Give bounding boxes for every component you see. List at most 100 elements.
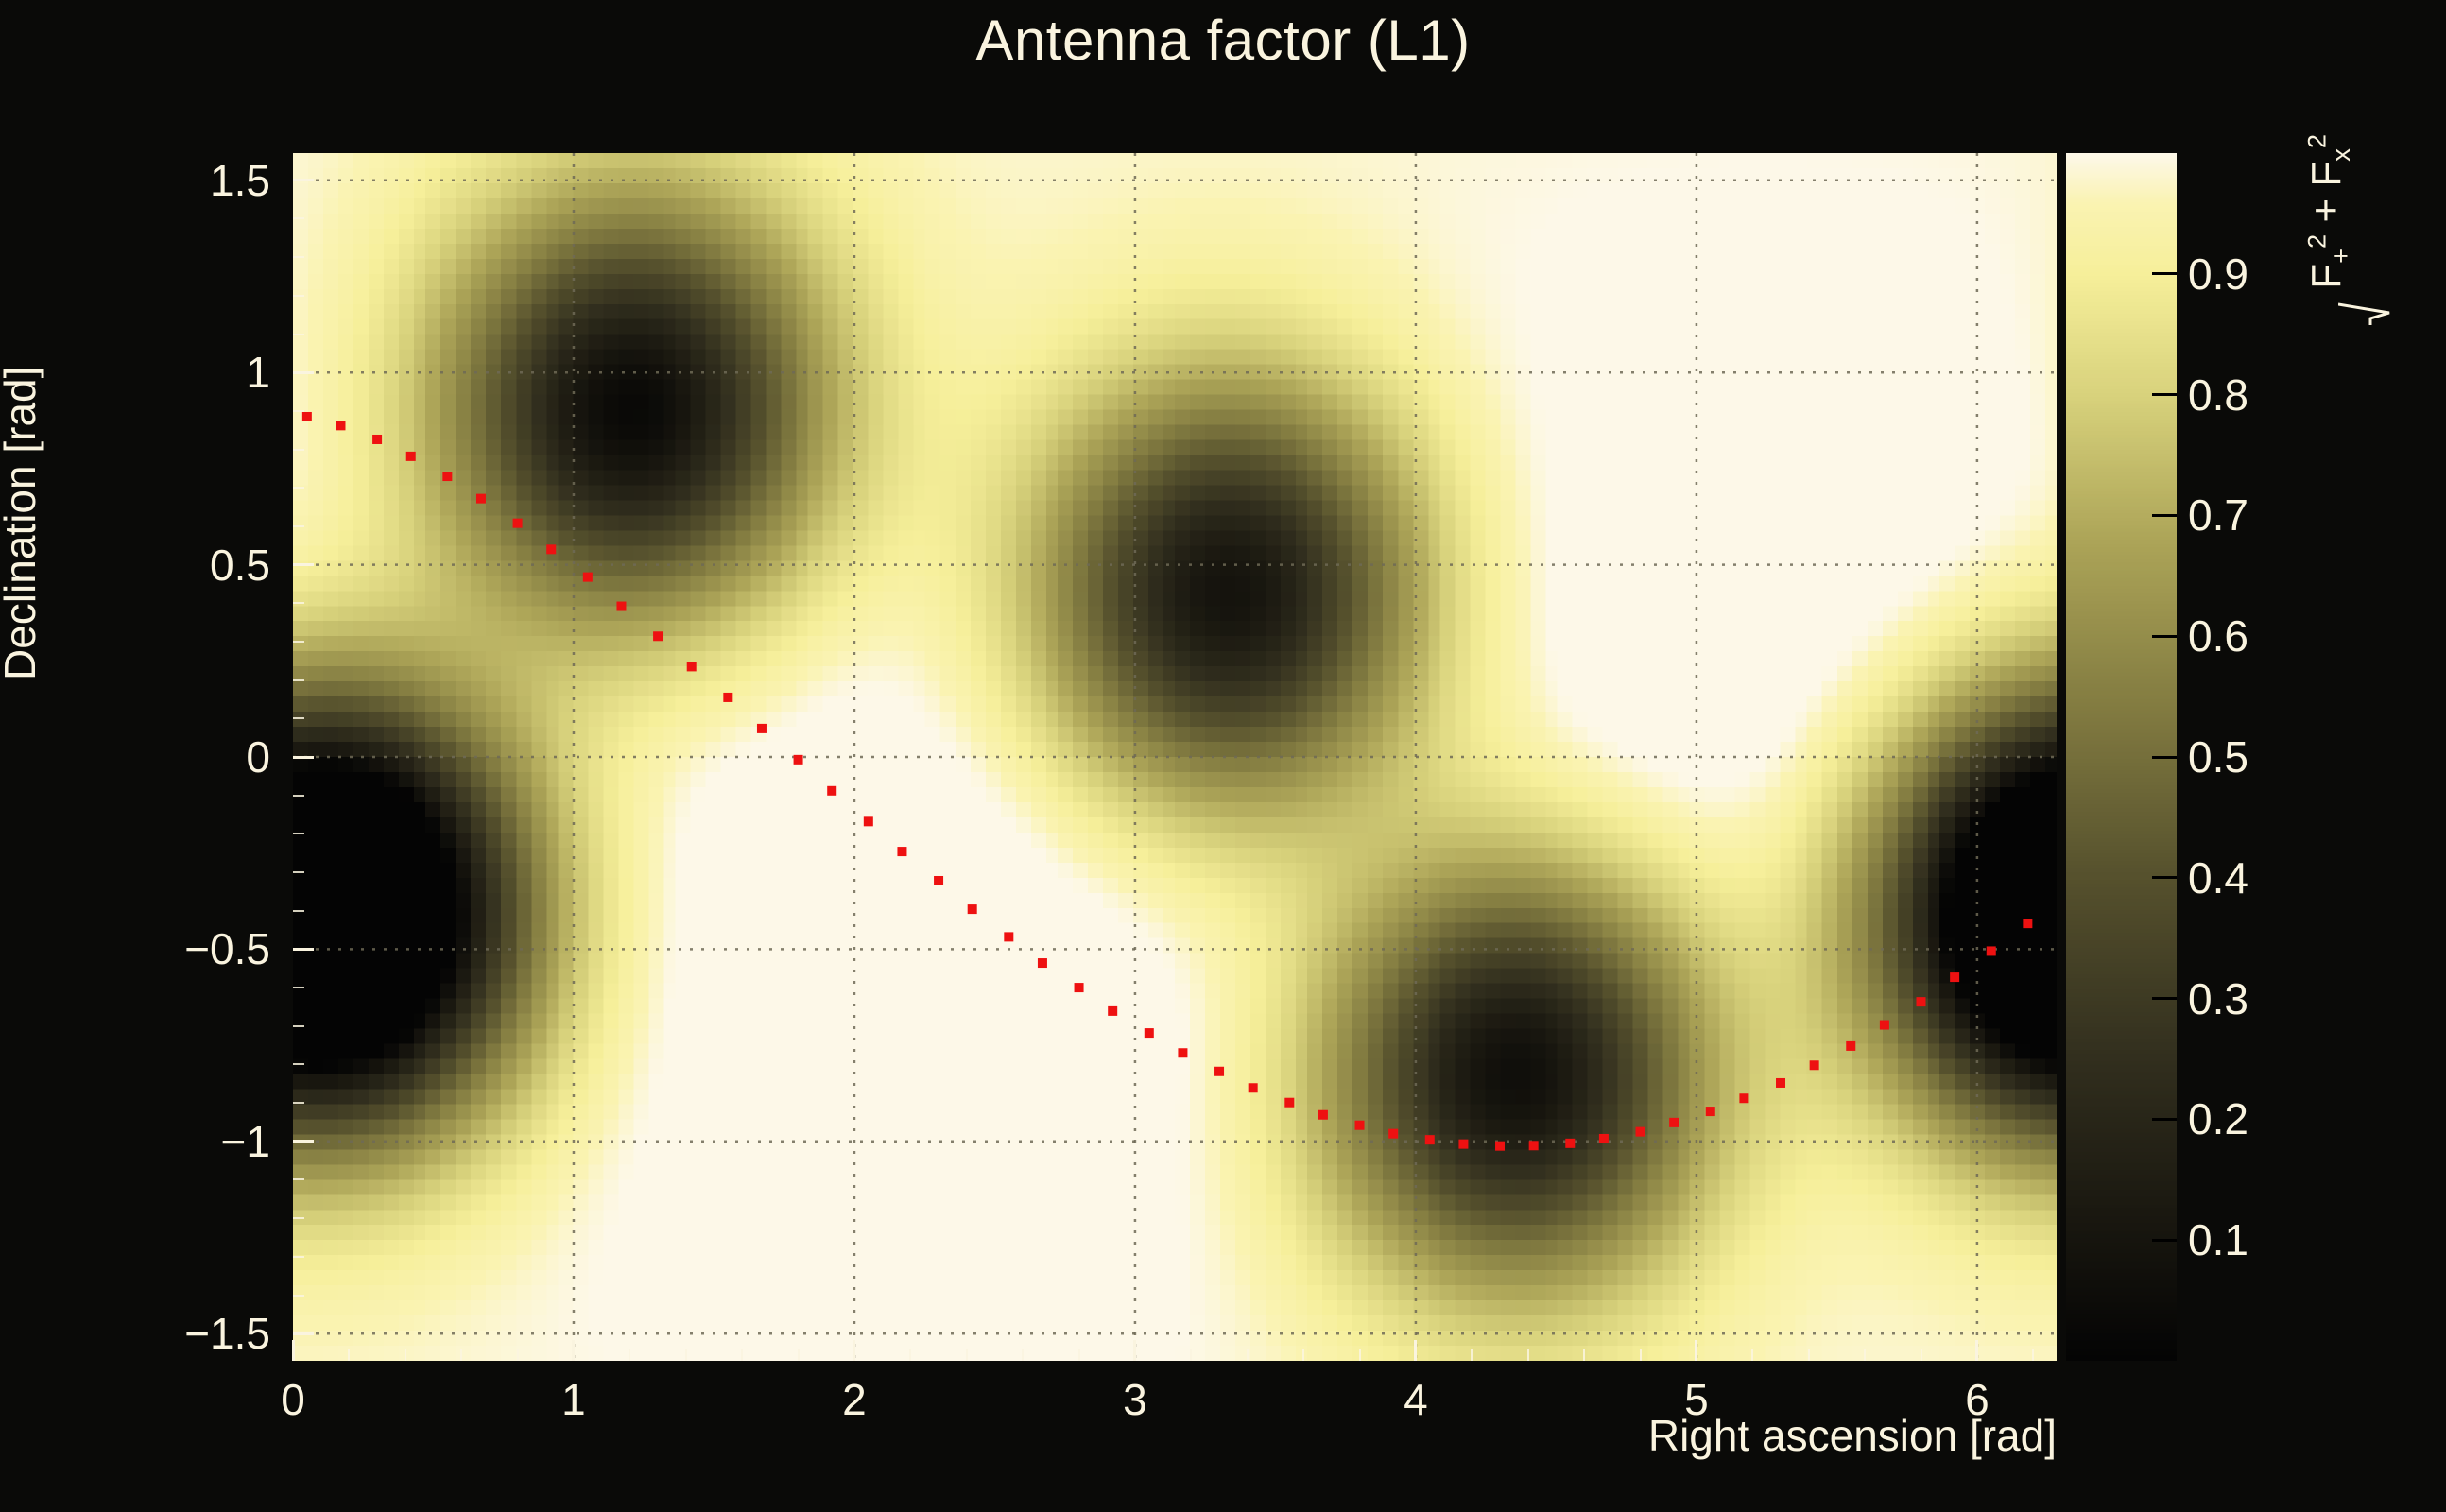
x-tick-minor: [2032, 1349, 2035, 1361]
y-tick-label: 1: [246, 348, 270, 398]
cb-term-cross: Fx2: [2301, 133, 2355, 187]
y-tick-minor: [293, 524, 304, 527]
y-tick-minor: [293, 909, 304, 912]
x-tick-minor: [1751, 1349, 1754, 1361]
y-tick-minor: [293, 217, 304, 220]
x-tick-minor: [741, 1349, 744, 1361]
x-tick-minor: [1639, 1349, 1642, 1361]
x-tick-label: 4: [1404, 1375, 1428, 1424]
x-tick-major: [1133, 1340, 1137, 1361]
x-tick-major: [1975, 1340, 1979, 1361]
x-tick-major: [853, 1340, 856, 1361]
y-tick-major: [293, 947, 314, 951]
x-tick-major: [1695, 1340, 1698, 1361]
x-tick-minor: [1302, 1349, 1305, 1361]
x-tick-label: 2: [842, 1375, 867, 1424]
cb-term-plus: F+2: [2301, 233, 2355, 289]
y-tick-minor: [293, 294, 304, 297]
y-tick-label: −1: [220, 1116, 270, 1166]
y-tick-minor: [293, 1102, 304, 1105]
y-tick-label: −1.5: [184, 1309, 270, 1359]
x-tick-minor: [1358, 1349, 1361, 1361]
x-tick-minor: [1807, 1349, 1810, 1361]
y-tick-label: 0.5: [210, 540, 270, 590]
y-tick-minor: [293, 448, 304, 451]
colorbar-tick: [2152, 755, 2177, 759]
colorbar-tick-label: 0.2: [2188, 1094, 2248, 1144]
x-tick-major: [572, 1340, 576, 1361]
x-tick-minor: [965, 1349, 968, 1361]
y-tick-minor: [293, 409, 304, 412]
y-tick-major: [293, 370, 314, 374]
x-tick-minor: [1022, 1349, 1025, 1361]
x-tick-minor: [1526, 1349, 1529, 1361]
x-tick-minor: [1864, 1349, 1867, 1361]
galactic-plane-curve: [301, 411, 2033, 1151]
heatmap-plot-area[interactable]: [293, 153, 2057, 1361]
y-tick-minor: [293, 1255, 304, 1258]
colorbar-tick: [2152, 1238, 2177, 1242]
y-tick-major: [293, 1332, 314, 1335]
cb-operator: +: [2302, 198, 2350, 223]
x-tick-label: 0: [281, 1375, 305, 1424]
colorbar-tick: [2152, 1117, 2177, 1121]
x-tick-minor: [909, 1349, 912, 1361]
x-tick-minor: [797, 1349, 800, 1361]
y-tick-minor: [293, 602, 304, 605]
colorbar-tick: [2152, 997, 2177, 1001]
x-tick-minor: [404, 1349, 406, 1361]
y-tick-major: [293, 563, 314, 567]
y-tick-minor: [293, 1294, 304, 1297]
y-tick-minor: [293, 1063, 304, 1066]
colorbar-tick-label: 0.5: [2188, 732, 2248, 782]
colorbar-tick: [2152, 876, 2177, 880]
colorbar-tick-label: 0.7: [2188, 490, 2248, 541]
colorbar-tick-label: 0.4: [2188, 852, 2248, 902]
y-tick-minor: [293, 1178, 304, 1181]
colorbar-tick: [2152, 272, 2177, 276]
colorbar-tick-label: 0.8: [2188, 369, 2248, 420]
y-tick-minor: [293, 640, 304, 643]
x-tick-minor: [1920, 1349, 1922, 1361]
colorbar-tick-label: 0.3: [2188, 973, 2248, 1023]
y-tick-minor: [293, 871, 304, 874]
x-tick-minor: [460, 1349, 463, 1361]
y-tick-label: −0.5: [184, 924, 270, 974]
x-tick-minor: [629, 1349, 631, 1361]
x-tick-minor: [348, 1349, 351, 1361]
y-tick-minor: [293, 1024, 304, 1027]
colorbar-tick: [2152, 393, 2177, 397]
colorbar-title: F+2 + Fx2: [2301, 133, 2390, 333]
y-tick-minor: [293, 487, 304, 490]
y-tick-major: [293, 179, 314, 182]
colorbar[interactable]: 0.1 0.2 0.3 0.4 0.5 0.6 0.7 0.8 0.9: [2066, 153, 2248, 1361]
x-tick-minor: [1471, 1349, 1473, 1361]
y-tick-minor: [293, 794, 304, 797]
x-axis-title: Right ascension [rad]: [1647, 1411, 2057, 1460]
x-tick-label: 3: [1123, 1375, 1147, 1424]
y-tick-minor: [293, 717, 304, 720]
heatmap-canvas: [293, 153, 2057, 1361]
y-tick-minor: [293, 333, 304, 335]
colorbar-tick-label: 0.9: [2188, 249, 2248, 299]
x-tick-major: [291, 1340, 295, 1361]
x-tick-minor: [516, 1349, 519, 1361]
y-tick-minor: [293, 833, 304, 835]
x-tick-minor: [1077, 1349, 1080, 1361]
y-tick-minor: [293, 256, 304, 259]
y-tick-label: 0: [246, 732, 270, 782]
y-tick-major: [293, 1140, 314, 1143]
y-tick-label: 1.5: [210, 155, 270, 205]
colorbar-tick-label: 0.1: [2188, 1215, 2248, 1265]
x-tick-minor: [1190, 1349, 1193, 1361]
y-tick-minor: [293, 679, 304, 681]
x-tick-minor: [684, 1349, 687, 1361]
x-tick-label: 1: [561, 1375, 586, 1424]
x-tick-label: 5: [1684, 1375, 1709, 1424]
colorbar-tick: [2152, 513, 2177, 517]
x-tick-minor: [1246, 1349, 1249, 1361]
y-tick-minor: [293, 1217, 304, 1220]
y-tick-minor: [293, 987, 304, 989]
y-tick-major: [293, 755, 314, 759]
x-tick-minor: [1583, 1349, 1586, 1361]
